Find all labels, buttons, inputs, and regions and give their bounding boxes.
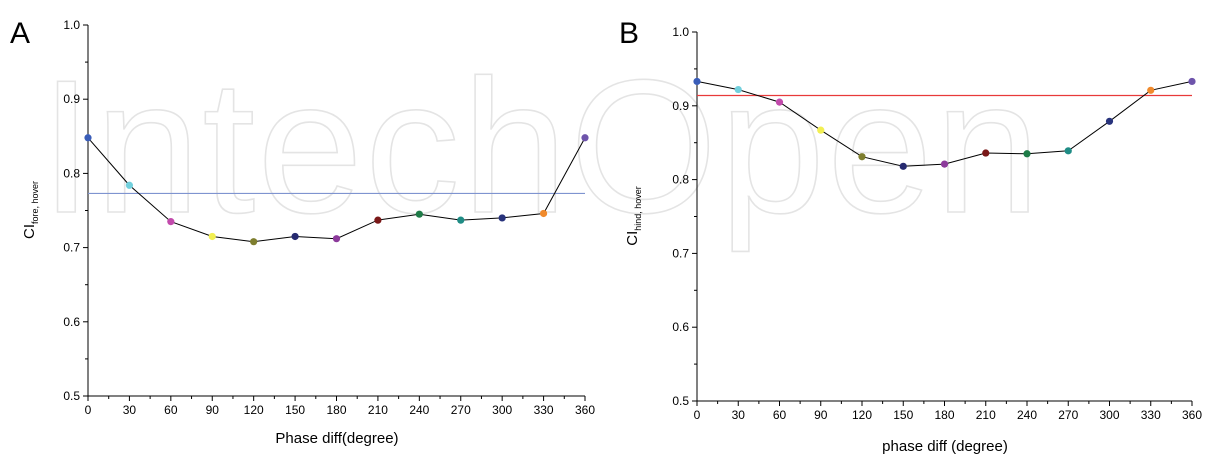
panel-b-data-point — [734, 85, 742, 94]
panel-b-x-tick-label: 300 — [1099, 408, 1119, 422]
panel-b-x-tick-label: 30 — [732, 408, 746, 422]
panel-b-x-tick-label: 0 — [694, 408, 701, 422]
panel-b-data-point — [693, 77, 701, 86]
panel-b-x-tick-label: 90 — [814, 408, 828, 422]
panel-b-plot-area: 0.5 0.6 0.7 0.8 0.9 1.0 0 30 60 90 120 150 180 210 240… — [672, 25, 1202, 422]
panel-a-data-point — [125, 181, 134, 189]
panel-a-x-tick-label: 90 — [206, 403, 220, 417]
panel-a-data-point — [581, 134, 589, 142]
panel-b-data-point — [899, 162, 907, 170]
panel-b-x-tick-label: 120 — [852, 408, 872, 422]
panel-b-y-axis-title-subscript: hind, hover — [633, 186, 643, 231]
panel-a-y-tick-label: 0.9 — [63, 92, 80, 106]
panel-b-y-tick-label: 0.7 — [672, 246, 689, 260]
panel-a-y-tick-label: 1.0 — [63, 18, 80, 32]
panel-a-y-tick-label: 0.6 — [63, 315, 80, 329]
panel-b-data-point — [940, 160, 949, 168]
panel-a-y-axis-title: CIfore, hover — [21, 181, 40, 239]
panel-a: A 0.5 0.6 0.7 0.8 0.9 1.0 0 30 60 90 120 150 180 210 2… — [10, 17, 595, 447]
panel-a-x-tick-label: 180 — [326, 403, 346, 417]
panel-a-data-point — [415, 210, 423, 218]
panel-b-y-tick-label: 0.8 — [672, 173, 689, 187]
panel-a-x-tick-label: 120 — [244, 403, 264, 417]
panel-b-data-point — [1147, 86, 1155, 94]
panel-b-x-tick-label: 150 — [893, 408, 913, 422]
panel-b-y-axis-title: CIhind, hover — [624, 186, 643, 246]
watermark-text: IntechOpen — [40, 41, 1042, 253]
panel-b-y-tick-label: 1.0 — [672, 25, 689, 39]
panel-b-x-tick-label: 240 — [1017, 408, 1037, 422]
panel-b-data-point — [1023, 150, 1031, 158]
panel-a-x-tick-label: 330 — [534, 403, 554, 417]
panel-b-y-tick-label: 0.5 — [672, 394, 689, 408]
panel-a-y-axis-title-subscript: fore, hover — [30, 181, 40, 224]
panel-a-data-point — [250, 238, 258, 246]
panel-a-x-tick-label: 240 — [409, 403, 429, 417]
panel-a-data-point — [291, 232, 299, 241]
panel-a-x-tick-label: 150 — [285, 403, 305, 417]
panel-a-x-tick-label: 0 — [85, 403, 92, 417]
panel-a-y-tick-label: 0.5 — [63, 389, 80, 403]
panel-b-data-point — [858, 153, 866, 161]
panel-a-data-point — [84, 134, 92, 142]
panel-b-letter: B — [619, 17, 639, 50]
panel-b-y-axis-title-main: CI — [624, 231, 641, 246]
panel-a-x-axis-title: Phase diff(degree) — [275, 430, 398, 447]
panel-a-plot-area: 0.5 0.6 0.7 0.8 0.9 1.0 0 30 60 90 120 150 180 210 240… — [63, 18, 595, 417]
panel-b-x-tick-label: 330 — [1141, 408, 1161, 422]
panel-b-x-tick-label: 360 — [1182, 408, 1202, 422]
panel-a-x-tick-label: 210 — [368, 403, 388, 417]
panel-a-data-point — [208, 232, 216, 241]
panel-b-data-point — [1188, 77, 1196, 86]
panel-a-y-axis-title-main: CI — [21, 224, 38, 239]
panel-a-data-point — [167, 218, 175, 226]
panel-a-data-point — [498, 214, 506, 222]
panel-b-data-point — [775, 98, 784, 106]
panel-a-data-point — [374, 216, 382, 224]
panel-b-x-axis-title: phase diff (degree) — [882, 438, 1008, 454]
panel-b-data-point — [817, 126, 825, 134]
panel-b-x-tick-label: 270 — [1058, 408, 1078, 422]
panel-a-letter: A — [10, 17, 30, 50]
panel-a-x-tick-label: 360 — [575, 403, 595, 417]
panel-a-y-tick-label: 0.8 — [63, 166, 80, 180]
panel-b-x-tick-label: 60 — [773, 408, 787, 422]
panel-b: B 0.5 0.6 0.7 0.8 0.9 1.0 0 30 60 90 120 150 180 210 2… — [619, 17, 1202, 454]
panel-a-x-tick-label: 270 — [451, 403, 471, 417]
panel-a-data-point — [457, 216, 465, 224]
panel-b-y-tick-label: 0.6 — [672, 320, 689, 334]
svg-text:CIfore, hover: CIfore, hover — [21, 181, 40, 239]
panel-a-x-tick-label: 30 — [123, 403, 137, 417]
panel-a-y-tick-label: 0.7 — [63, 241, 80, 255]
panel-a-data-point — [539, 209, 548, 218]
svg-text:CIhind, hover: CIhind, hover — [624, 186, 643, 246]
panel-b-data-point — [1064, 147, 1072, 155]
panel-a-data-point — [332, 235, 341, 243]
panel-a-x-tick-label: 60 — [164, 403, 178, 417]
panel-b-y-tick-label: 0.9 — [672, 99, 689, 113]
panel-b-x-tick-label: 180 — [934, 408, 954, 422]
panel-b-data-point — [1105, 117, 1114, 125]
panel-b-data-point — [982, 149, 990, 157]
panel-b-x-tick-label: 210 — [976, 408, 996, 422]
panel-a-x-tick-label: 300 — [492, 403, 512, 417]
